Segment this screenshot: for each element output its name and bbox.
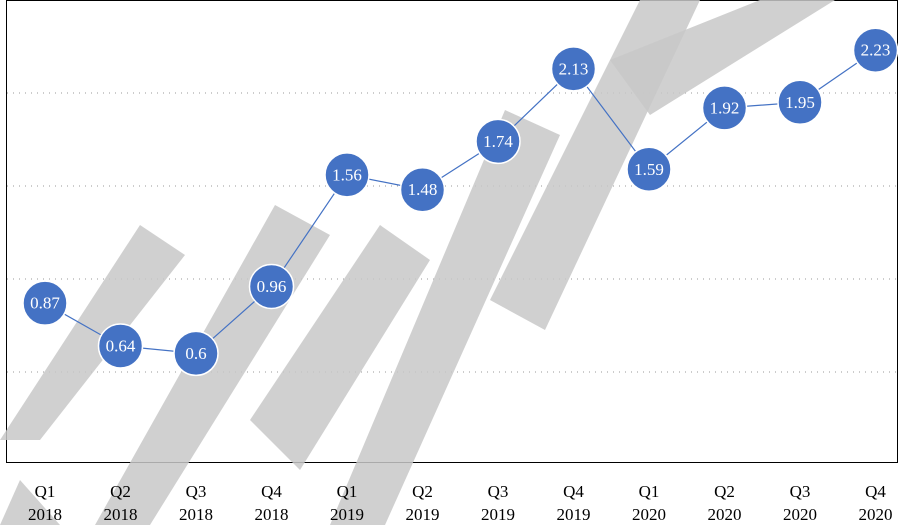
x-tick-quarter-label: Q4 — [563, 482, 584, 501]
data-label: 2.13 — [559, 59, 589, 78]
data-point — [173, 330, 219, 377]
x-tick-year-label: 2018 — [28, 505, 62, 524]
data-label: 0.96 — [257, 277, 287, 296]
data-point — [399, 166, 446, 213]
data-point — [550, 46, 597, 92]
data-label: 0.87 — [30, 294, 60, 313]
x-tick-year-label: 2018 — [104, 505, 138, 524]
retracted-watermark-icon — [0, 0, 835, 525]
x-tick-year-label: 2019 — [330, 505, 364, 524]
x-tick-year-label: 2019 — [406, 505, 440, 524]
x-tick-quarter-label: Q1 — [639, 482, 660, 501]
data-label: 0.6 — [185, 344, 206, 363]
x-tick-quarter-label: Q3 — [186, 482, 207, 501]
x-tick-year-label: 2019 — [481, 505, 515, 524]
data-label: 1.59 — [634, 160, 664, 179]
x-tick-quarter-label: Q4 — [865, 482, 886, 501]
data-point — [701, 85, 748, 131]
x-tick-year-label: 2018 — [255, 505, 289, 524]
data-points: 0.87 0.64 0.6 0.96 1.56 1.48 1.74 2.13 1.59 1.92 1… — [22, 27, 898, 377]
data-label: 1.48 — [408, 180, 438, 199]
x-tick-quarter-label: Q1 — [35, 482, 56, 501]
x-tick-quarter-label: Q1 — [337, 482, 358, 501]
x-tick-quarter-label: Q2 — [412, 482, 433, 501]
x-tick-year-label: 2020 — [708, 505, 742, 524]
data-point — [248, 263, 295, 310]
x-tick-year-label: 2018 — [179, 505, 213, 524]
data-label: 1.95 — [785, 93, 815, 112]
x-tick-year-label: 2020 — [632, 505, 666, 524]
x-tick-year-label: 2019 — [557, 505, 591, 524]
x-tick-year-label: 2020 — [783, 505, 817, 524]
data-label: 1.74 — [483, 132, 513, 151]
data-point — [324, 152, 370, 198]
x-tick-quarter-label: Q3 — [488, 482, 509, 501]
data-label: 2.23 — [861, 41, 891, 60]
data-label: 1.92 — [710, 98, 740, 117]
x-tick-quarter-label: Q3 — [790, 482, 811, 501]
data-label: 0.64 — [106, 336, 136, 355]
x-tick-quarter-label: Q2 — [110, 482, 131, 501]
data-point — [97, 323, 144, 369]
data-point — [626, 146, 672, 193]
data-point — [475, 118, 521, 165]
x-axis-tick-labels: Q1 2018 Q2 2018 Q3 2018 Q4 2018 Q1 2019 Q2 2019 Q3 20… — [28, 482, 893, 524]
data-point — [22, 280, 68, 326]
x-tick-quarter-label: Q4 — [261, 482, 282, 501]
data-label: 1.56 — [332, 165, 362, 184]
x-tick-quarter-label: Q2 — [714, 482, 735, 501]
x-tick-year-label: 2020 — [859, 505, 893, 524]
data-point — [777, 79, 823, 126]
